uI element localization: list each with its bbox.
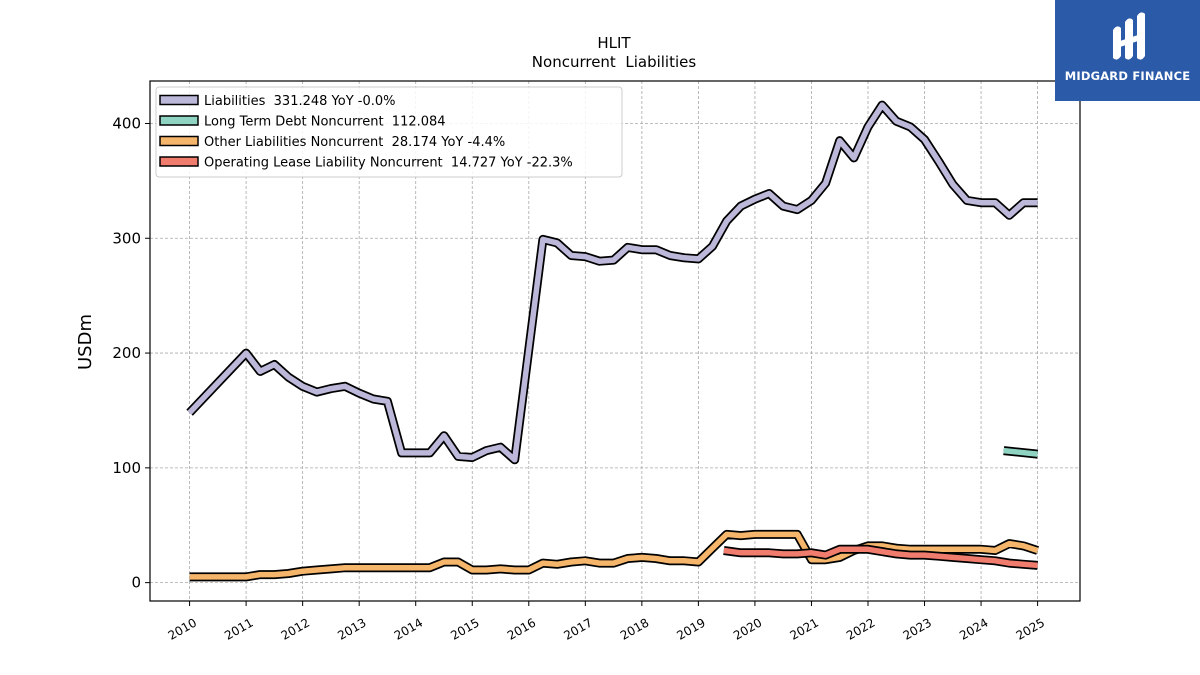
y-tick-label: 400 (112, 114, 141, 132)
x-tick-label: 2024 (957, 615, 990, 642)
series-line-long-term-debt-noncurrent (1003, 447, 1038, 457)
legend-swatch (159, 94, 199, 106)
y-tick-label: 300 (112, 229, 141, 247)
x-tick-label: 2010 (166, 615, 199, 642)
series-line-liabilities (187, 102, 1038, 463)
x-tick-label: 2021 (788, 615, 821, 642)
x-tick-label: 2025 (1014, 615, 1047, 642)
x-tick-label: 2011 (222, 615, 255, 642)
series-line-other-liabilities-noncurrent (189, 531, 1039, 580)
x-tick-label: 2022 (844, 615, 877, 642)
x-tick-label: 2019 (674, 615, 707, 642)
x-tick-label: 2013 (335, 615, 368, 642)
x-tick-label: 2020 (731, 615, 764, 642)
x-tick-label: 2023 (901, 615, 934, 642)
x-tick-label: 2014 (392, 615, 425, 642)
series-lines (186, 100, 1039, 582)
legend-label: Operating Lease Liability Noncurrent 14.… (204, 156, 573, 171)
x-tick-label: 2016 (505, 615, 538, 642)
x-tick-label: 2015 (448, 615, 481, 642)
logo-text: MIDGARD FINANCE (1064, 69, 1191, 83)
x-tick-label: 2017 (561, 615, 594, 642)
series-line-operating-lease-liability-noncurrent (723, 546, 1038, 569)
legend-label: Liabilities 331.248 YoY -0.0% (204, 94, 396, 109)
chart-title: HLIT (597, 34, 631, 52)
brand-logo: MIDGARD FINANCE (1055, 0, 1200, 101)
chart-subtitle: Noncurrent Liabilities (532, 53, 697, 71)
plot-frame (149, 80, 1081, 602)
legend-swatch (159, 156, 199, 167)
y-axis-label: USDm (75, 314, 96, 370)
y-tick-label: 0 (131, 574, 141, 592)
legend-swatch (159, 115, 199, 126)
legend-label: Other Liabilities Noncurrent 28.174 YoY … (204, 135, 505, 150)
y-tick-label: 100 (112, 459, 141, 477)
legend-swatch (159, 135, 199, 147)
x-tick-label: 2012 (279, 615, 312, 642)
logo-mark-icon (1113, 12, 1145, 60)
y-tick-label: 200 (112, 344, 141, 362)
legend-label: Long Term Debt Noncurrent 112.084 (204, 115, 446, 130)
legend: Liabilities 331.248 YoY -0.0% Long Term D… (155, 86, 623, 178)
x-tick-label: 2018 (618, 615, 651, 642)
legend-box (155, 86, 623, 178)
